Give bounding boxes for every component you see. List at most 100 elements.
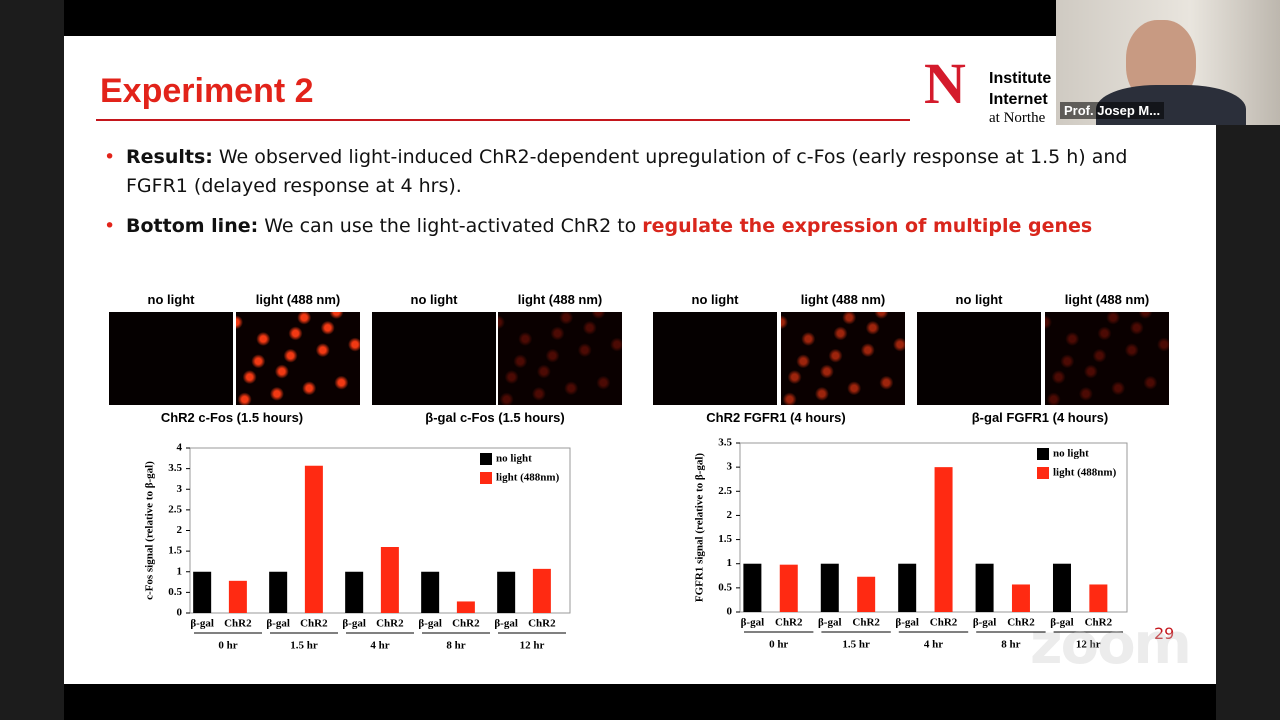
slide: Experiment 2 N Institute Internet at Nor… (64, 36, 1216, 684)
title-rule (96, 119, 910, 121)
y-tick-label: 3.5 (168, 462, 182, 474)
y-tick-label: 0.5 (168, 586, 182, 598)
x-tick-label: ChR2 (300, 618, 328, 630)
y-axis-label: c-Fos signal (relative to β-gal) (144, 461, 156, 600)
logo: Institute Internet at Northe (989, 68, 1051, 127)
bar (193, 571, 212, 613)
micrograph (498, 312, 622, 405)
y-tick-label: 1 (177, 565, 183, 577)
x-tick-label: ChR2 (852, 617, 880, 629)
panel-label: light (488 nm) (1064, 292, 1150, 307)
group-label: 12 hr (1076, 639, 1101, 651)
y-tick-label: 3.5 (718, 437, 732, 449)
group-label: 0 hr (218, 640, 237, 652)
legend-swatch (480, 453, 492, 465)
y-tick-label: 2.5 (168, 503, 182, 515)
micrograph (653, 312, 777, 405)
bullet-label: Bottom line: (126, 215, 259, 237)
panel-caption: β-gal FGFR1 (4 hours) (971, 410, 1109, 425)
bar (380, 547, 399, 613)
micrograph (1045, 312, 1169, 405)
x-tick-label: ChR2 (1085, 617, 1113, 629)
y-tick-label: 0 (177, 607, 183, 619)
panel-caption: ChR2 c-Fos (1.5 hours) (160, 410, 304, 425)
legend-label: no light (496, 453, 532, 465)
x-tick-label: β-gal (818, 617, 842, 629)
y-tick-label: 1.5 (718, 533, 732, 545)
panel-label: light (488 nm) (255, 292, 341, 307)
x-tick-label: β-gal (973, 617, 997, 629)
panel-caption: ChR2 FGFR1 (4 hours) (706, 410, 846, 425)
group-label: 1.5 hr (842, 639, 870, 651)
x-tick-label: ChR2 (528, 618, 556, 630)
y-tick-label: 0 (727, 606, 733, 618)
group-label: 8 hr (1001, 639, 1020, 651)
y-tick-label: 0.5 (718, 581, 732, 593)
x-tick-label: β-gal (1050, 617, 1074, 629)
x-tick-label: ChR2 (775, 617, 803, 629)
watermark: zoom (1030, 612, 1192, 677)
bar (743, 563, 762, 612)
bullet-text: We can use the light-activated ChR2 to (264, 215, 637, 237)
slide-title: Experiment 2 (100, 72, 314, 110)
bullet-highlight: regulate the expression of multiple gene… (642, 215, 1093, 237)
logo-line: Internet (989, 91, 1048, 108)
panel-label: no light (691, 292, 739, 307)
x-tick-label: β-gal (342, 618, 366, 630)
y-tick-label: 3 (727, 461, 733, 473)
y-tick-label: 1 (727, 557, 733, 569)
plot-frame (739, 442, 1128, 613)
panel-label: light (488 nm) (517, 292, 603, 307)
panel-label: no light (410, 292, 458, 307)
bar (497, 571, 516, 613)
x-tick-label: β-gal (494, 618, 518, 630)
group-label: 4 hr (924, 639, 943, 651)
bullet-text: We observed light-induced ChR2-dependent… (126, 146, 1128, 197)
logo-line: Institute (989, 70, 1052, 87)
bar (1052, 563, 1071, 612)
page-number: 29 (1154, 624, 1175, 643)
group-label: 8 hr (446, 640, 465, 652)
bar (975, 563, 994, 612)
bullet-label: Results: (126, 146, 213, 168)
logo-line: at Northe (989, 110, 1046, 126)
panel-label: no light (147, 292, 195, 307)
x-tick-label: ChR2 (224, 618, 252, 630)
y-tick-label: 3 (177, 483, 183, 495)
legend-swatch (1037, 448, 1049, 460)
logo-mark: N (924, 51, 966, 116)
legend-swatch (1037, 467, 1049, 479)
group-label: 1.5 hr (290, 640, 318, 652)
x-tick-label: β-gal (190, 618, 214, 630)
bar (898, 563, 917, 612)
bar (934, 467, 953, 612)
x-tick-label: ChR2 (1007, 617, 1035, 629)
x-tick-label: β-gal (418, 618, 442, 630)
bar (1011, 584, 1030, 612)
bullet: Results:We observed light-induced ChR2-d… (104, 143, 1186, 201)
y-tick-label: 1.5 (168, 545, 182, 557)
x-tick-label: ChR2 (376, 618, 404, 630)
micrograph (236, 312, 360, 405)
y-tick-label: 2.5 (718, 485, 732, 497)
micrograph (781, 312, 905, 405)
bar (304, 465, 323, 613)
x-tick-label: β-gal (895, 617, 919, 629)
y-tick-label: 2 (727, 509, 733, 521)
bar (421, 571, 440, 613)
bar (269, 571, 288, 613)
x-tick-label: ChR2 (930, 617, 958, 629)
group-label: 0 hr (769, 639, 788, 651)
x-tick-label: β-gal (741, 617, 765, 629)
y-axis-label: FGFR1 signal (relative to β-gal) (694, 453, 706, 603)
x-tick-label: ChR2 (452, 618, 480, 630)
bullet: Bottom line:We can use the light-activat… (104, 212, 1186, 241)
micrograph (917, 312, 1041, 405)
bar (532, 568, 551, 613)
x-tick-label: β-gal (266, 618, 290, 630)
micrograph (372, 312, 496, 405)
legend-swatch (480, 472, 492, 484)
bar (345, 571, 364, 613)
